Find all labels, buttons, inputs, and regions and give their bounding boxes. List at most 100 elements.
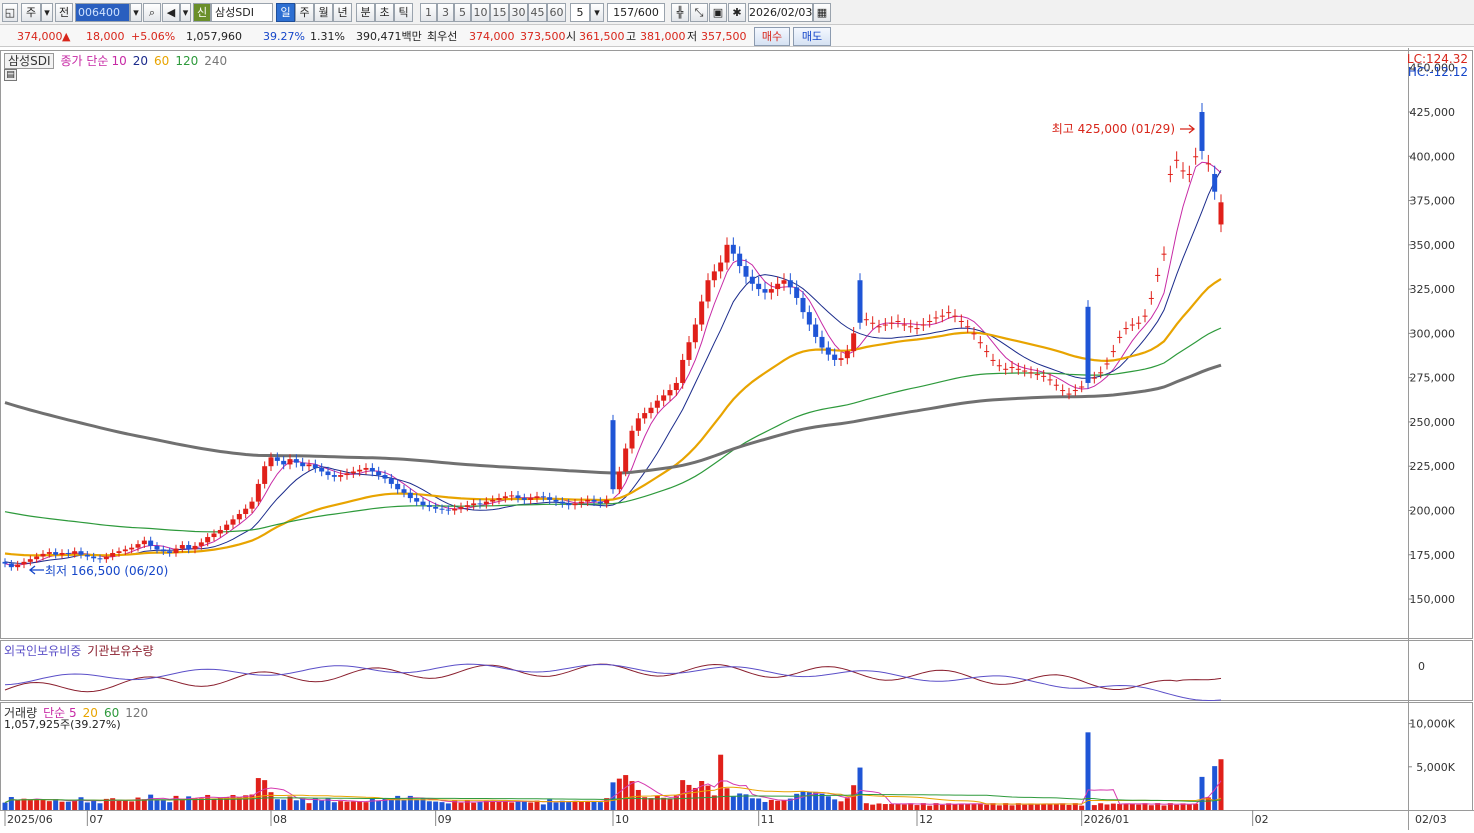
period-button-3[interactable]: 년 [333,3,352,22]
candle [1015,362,1021,375]
minute-button-15[interactable]: 15 [490,3,509,22]
count-field[interactable]: 157/600 [607,3,665,22]
legend-stock-name[interactable]: 삼성SDI [4,53,55,69]
current-price: 374,000 [17,30,63,43]
candle [21,558,27,569]
volume-bar [306,803,312,810]
volume-bar [990,803,996,810]
save-icon[interactable]: ▣ [709,3,727,22]
interval-dropdown-icon[interactable]: ▾ [590,3,604,22]
volume-bar [300,798,306,810]
volume-bar [490,800,496,810]
period-button-0[interactable]: 일 [276,3,295,22]
candle-type-icon[interactable]: ╬ [671,3,689,22]
volume-bar [547,799,553,810]
high-annotation: 최고 425,000 (01/29) [1052,122,1196,136]
search-icon[interactable]: ⌕ [143,3,161,22]
volume-bar [312,798,318,810]
ytick-label: 450,000 [1410,62,1456,75]
candle [338,470,344,482]
volume-bar [59,801,65,810]
volume-bar [458,802,464,810]
type-select[interactable]: 주 [21,3,41,22]
volume-bar [673,795,679,810]
candle [908,319,914,333]
window-layout-icon[interactable]: ◱ [2,3,18,22]
candle [901,318,907,332]
candle [211,529,217,541]
minute-button-45[interactable]: 45 [528,3,547,22]
minute-button-60[interactable]: 60 [547,3,566,22]
volume-bar [1180,803,1186,810]
candle [262,461,268,489]
period-button-5[interactable]: 초 [375,3,394,22]
volume-bar [217,797,223,810]
high-annotation-text: 최고 425,000 (01/29) [1052,122,1175,136]
period-button-4[interactable]: 분 [356,3,375,22]
volume-bar [775,800,781,810]
pane-border-0 [0,50,1473,639]
candle [1167,165,1173,183]
candle [477,499,483,509]
minute-button-10[interactable]: 10 [471,3,490,22]
jeon-button[interactable]: 전 [55,3,73,22]
candle [1034,368,1040,380]
candle [737,246,743,274]
minute-button-5[interactable]: 5 [454,3,471,22]
stock-chart[interactable]: 450,000 425,000 400,000 375,000 350,000 325,0… [0,48,1474,833]
speaker-dropdown-icon[interactable]: ▾ [180,3,191,22]
speaker-icon[interactable]: ◀ [162,3,180,22]
volume-bar [927,805,933,810]
candle [756,276,762,297]
volume-bar [914,805,920,810]
candle [1022,364,1028,377]
volume-bar [1041,803,1047,810]
type-dropdown-icon[interactable]: ▾ [41,3,53,22]
stock-name-field[interactable]: 삼성SDI [211,3,273,22]
candle [1085,300,1091,389]
period-button-2[interactable]: 월 [314,3,333,22]
high-arrow-icon [1180,124,1196,134]
volume-bar [559,800,565,810]
candle [547,492,553,505]
minute-button-1[interactable]: 1 [420,3,437,22]
minute-button-30[interactable]: 30 [509,3,528,22]
candle [217,525,223,538]
period-button-6[interactable]: 틱 [394,3,413,22]
candle [946,305,952,319]
buy-button[interactable]: 매수 [754,27,790,46]
candle [699,294,705,332]
candle [977,335,983,349]
draw-tool-icon[interactable]: ⤡ [690,3,708,22]
ytick-label: 175,000 [1410,549,1456,562]
code-dropdown-icon[interactable]: ▾ [130,3,142,22]
candle [914,321,920,335]
volume-bar [173,795,179,810]
date-field[interactable]: 2026/02/03 [748,3,813,22]
candle [958,314,964,328]
period-button-1[interactable]: 주 [295,3,314,22]
ytick-label: 250,000 [1410,416,1456,429]
gear-icon[interactable]: ✱ [728,3,746,22]
volume-bar [477,801,483,810]
volume-bar [1072,803,1078,810]
best-bid: 373,500 [520,30,566,43]
volume-bar [274,799,280,810]
volume-bar [952,804,958,810]
minute-button-3[interactable]: 3 [437,3,454,22]
volume-bar [357,801,363,810]
volume-current: 1,057,925주(39.27%) [4,718,121,731]
stock-code-input[interactable]: 006400 [75,3,130,22]
sell-button[interactable]: 매도 [793,27,831,46]
candle [1104,357,1110,370]
grid-toggle-icon[interactable]: ▤ [4,69,17,81]
interval-input[interactable]: 5 [570,3,590,22]
volume-bar [844,798,850,810]
calendar-icon[interactable]: ▦ [813,3,831,22]
legend-volume-ma60: 60 [103,706,120,720]
candle [534,491,540,503]
volume-bar [414,799,420,810]
legend-ma120: 120 [175,54,199,68]
volume-bar [958,803,964,810]
